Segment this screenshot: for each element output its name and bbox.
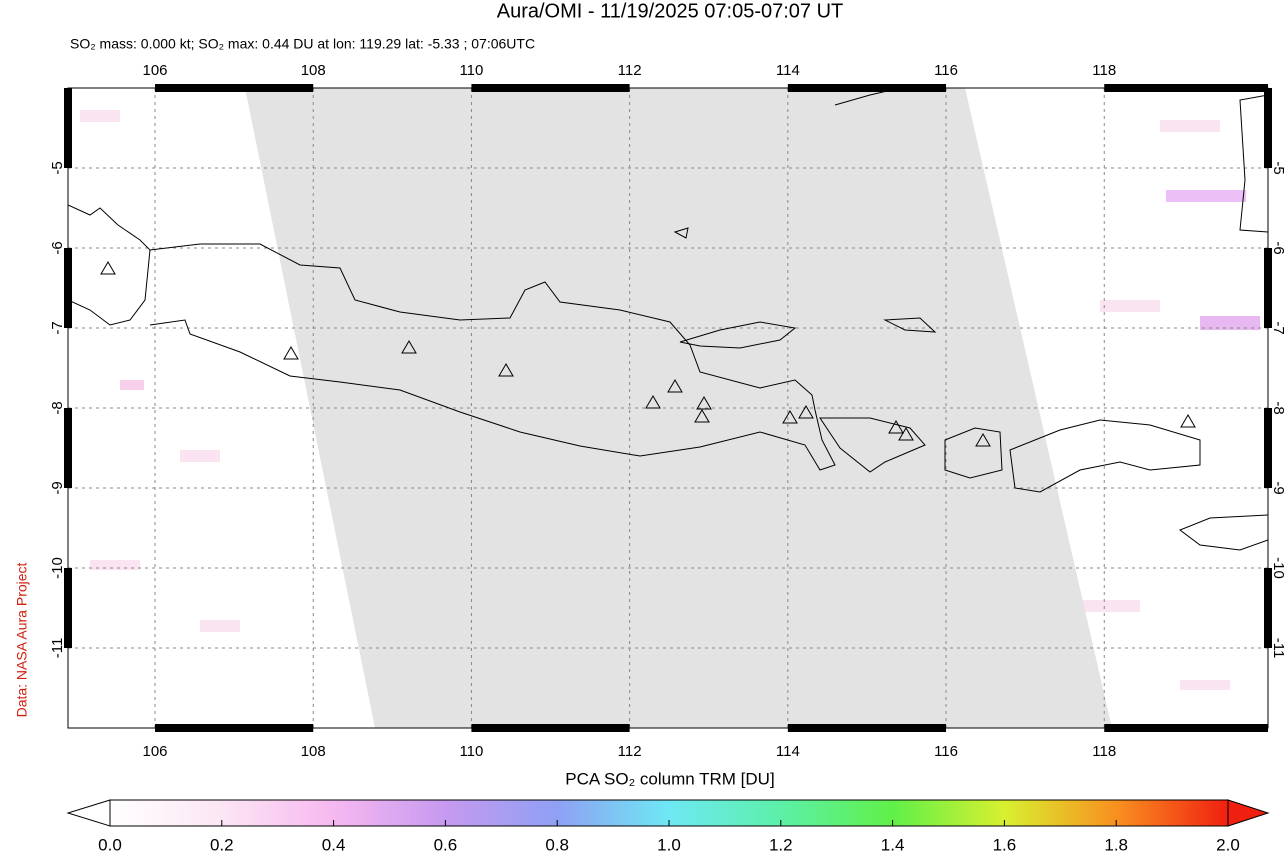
colorbar-tick-label: 0.4 <box>322 835 346 854</box>
colorbar-tick-label: 2.0 <box>1216 835 1240 854</box>
colorbar-tick-label: 1.2 <box>769 835 793 854</box>
colorbar-ticks: 0.0 0.2 0.4 0.6 0.8 1.0 1.2 1.4 1.6 1.8 2.0 <box>98 820 1240 854</box>
y-tick-label-right: -11 <box>1270 638 1287 659</box>
colorbar-tick-label: 0.2 <box>210 835 234 854</box>
y-tick-label-left: -11 <box>49 638 66 659</box>
x-tick-label-top: 108 <box>301 62 326 79</box>
y-tick-label-right: -6 <box>1270 241 1287 254</box>
x-tick-label-top: 106 <box>142 62 167 79</box>
x-tick-label-bottom: 114 <box>776 743 800 760</box>
y-tick-label-right: -8 <box>1270 401 1287 414</box>
map-area <box>68 88 1268 728</box>
y-tick-label-right: -9 <box>1270 481 1287 494</box>
colorbar-tick-label: 0.0 <box>98 835 122 854</box>
x-tick-label-bottom: 106 <box>142 743 167 760</box>
colorbar-tick-label: 0.8 <box>545 835 569 854</box>
side-label: Data: NASA Aura Project <box>14 562 30 717</box>
x-tick-label-bottom: 108 <box>301 743 326 760</box>
y-tick-label-left: -8 <box>49 401 66 414</box>
x-tick-label-top: 110 <box>459 62 483 79</box>
subtitle: SO₂ mass: 0.000 kt; SO₂ max: 0.44 DU at … <box>70 36 535 52</box>
y-tick-label-left: -7 <box>49 321 66 334</box>
y-tick-label-left: -10 <box>49 557 66 579</box>
colorbar-tick-label: 1.6 <box>993 835 1017 854</box>
colorbar-title: PCA SO₂ column TRM [DU] <box>565 769 774 788</box>
y-tick-label-right: -10 <box>1270 557 1287 579</box>
x-tick-label-bottom: 110 <box>459 743 483 760</box>
y-tick-label-left: -6 <box>49 241 66 254</box>
x-tick-label-bottom: 118 <box>1092 743 1116 760</box>
colorbar-tick-label: 1.0 <box>657 835 681 854</box>
volcano-markers <box>100 261 1196 447</box>
colorbar-under <box>66 799 111 827</box>
colorbar-tick-label: 0.6 <box>434 835 458 854</box>
title: Aura/OMI - 11/19/2025 07:05-07:07 UT <box>497 0 844 22</box>
x-tick-label-bottom: 112 <box>618 743 642 760</box>
y-tick-label-right: -7 <box>1270 321 1287 334</box>
x-tick-label-top: 114 <box>776 62 800 79</box>
x-tick-label-top: 116 <box>934 62 958 79</box>
y-tick-label-left: -9 <box>49 481 66 494</box>
colorbar-over <box>1227 799 1270 827</box>
grid <box>68 88 1268 728</box>
y-tick-label-left: -5 <box>49 161 66 174</box>
x-tick-label-top: 112 <box>618 62 642 79</box>
y-tick-label-right: -5 <box>1270 161 1287 174</box>
colorbar-tick-label: 1.4 <box>881 835 905 854</box>
x-tick-label-top: 118 <box>1092 62 1116 79</box>
map-border <box>67 87 1269 729</box>
colorbar-tick-label: 1.8 <box>1104 835 1128 854</box>
coastlines <box>68 88 1268 551</box>
x-tick-label-bottom: 116 <box>934 743 958 760</box>
